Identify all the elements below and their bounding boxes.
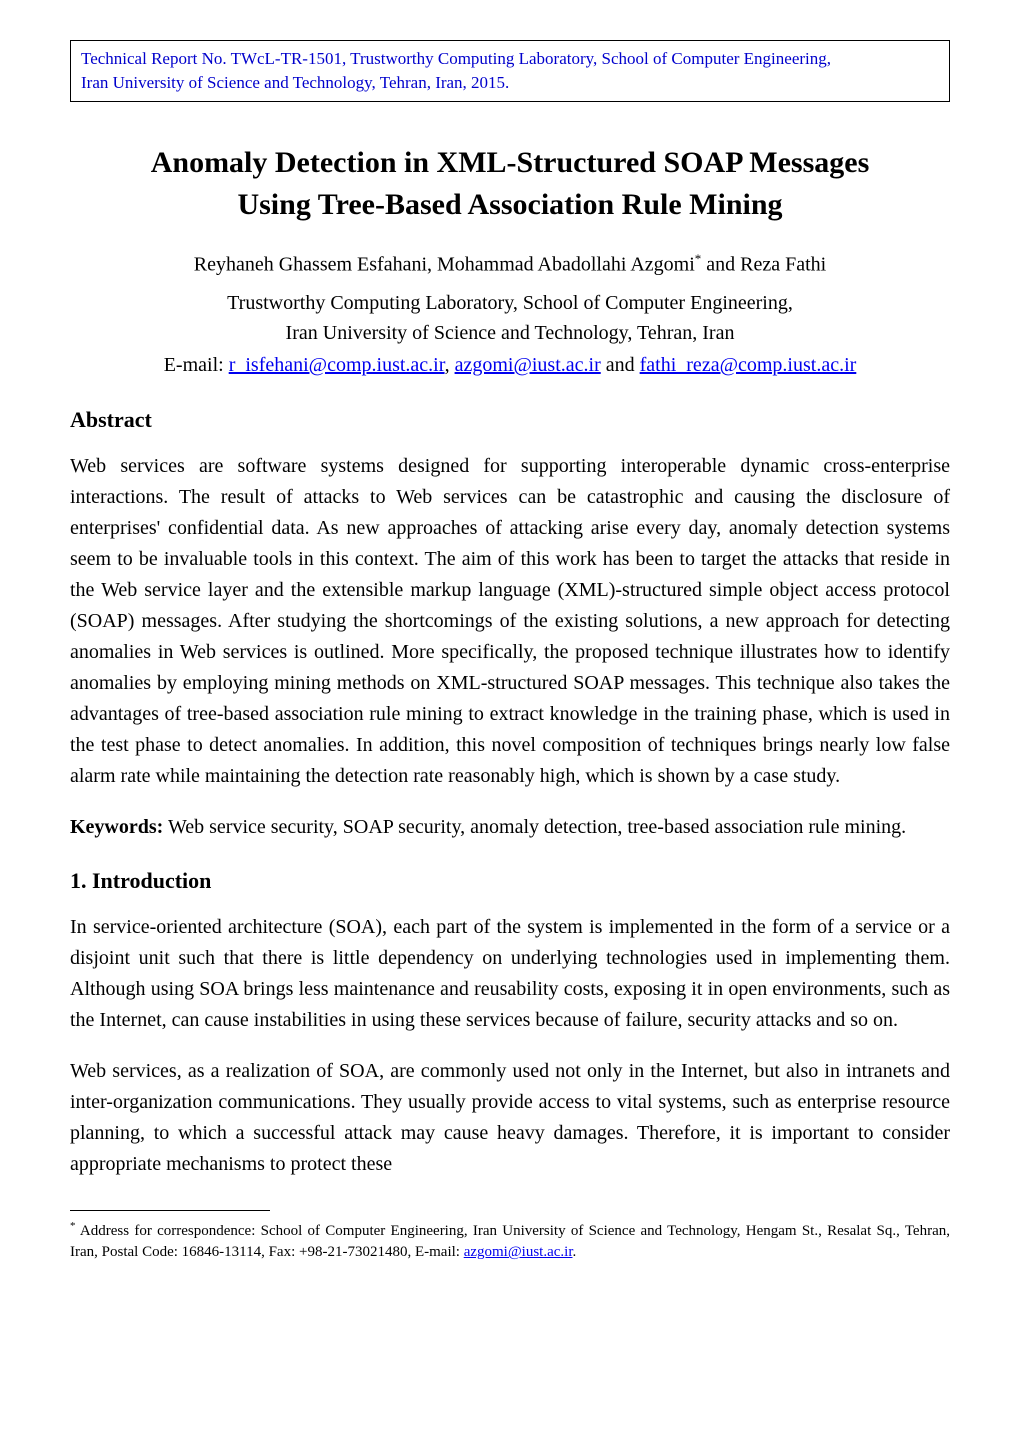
keywords-block: Keywords: Web service security, SOAP sec… <box>70 812 950 843</box>
emails-sep2: and <box>601 354 640 376</box>
email-link-2[interactable]: azgomi@iust.ac.ir <box>455 354 601 376</box>
abstract-heading: Abstract <box>70 407 950 433</box>
affiliation-block: Trustworthy Computing Laboratory, School… <box>70 288 950 348</box>
emails-line: E-mail: r_isfehani@comp.iust.ac.ir, azgo… <box>70 354 950 377</box>
intro-paragraph-1: In service-oriented architecture (SOA), … <box>70 912 950 1036</box>
title-line1: Anomaly Detection in XML-Structured SOAP… <box>151 146 870 179</box>
footnote-after-email: . <box>573 1244 577 1260</box>
technical-report-header: Technical Report No. TWcL-TR-1501, Trust… <box>70 40 950 102</box>
report-header-line1: Technical Report No. TWcL-TR-1501, Trust… <box>81 49 831 68</box>
corresponding-author-footnote: * Address for correspondence: School of … <box>70 1219 950 1263</box>
report-header-line2: Iran University of Science and Technolog… <box>81 73 509 92</box>
footnote-divider <box>70 1210 270 1211</box>
affiliation-line1: Trustworthy Computing Laboratory, School… <box>227 292 793 314</box>
authors-line: Reyhaneh Ghassem Esfahani, Mohammad Abad… <box>70 251 950 277</box>
abstract-body: Web services are software systems design… <box>70 451 950 792</box>
keywords-body: Web service security, SOAP security, ano… <box>163 816 906 838</box>
authors-before-marker: Reyhaneh Ghassem Esfahani, Mohammad Abad… <box>194 253 695 275</box>
introduction-heading: 1. Introduction <box>70 868 950 894</box>
email-link-1[interactable]: r_isfehani@comp.iust.ac.ir <box>229 354 445 376</box>
paper-title: Anomaly Detection in XML-Structured SOAP… <box>70 142 950 226</box>
emails-prefix: E-mail: <box>164 354 229 376</box>
email-link-3[interactable]: fathi_reza@comp.iust.ac.ir <box>640 354 857 376</box>
title-line2: Using Tree-Based Association Rule Mining <box>237 188 782 221</box>
intro-paragraph-2: Web services, as a realization of SOA, a… <box>70 1056 950 1180</box>
footnote-email-link[interactable]: azgomi@iust.ac.ir <box>464 1244 573 1260</box>
keywords-label: Keywords: <box>70 816 163 838</box>
authors-after-marker: and Reza Fathi <box>701 253 826 275</box>
emails-sep1: , <box>445 354 455 376</box>
affiliation-line2: Iran University of Science and Technolog… <box>286 322 735 344</box>
